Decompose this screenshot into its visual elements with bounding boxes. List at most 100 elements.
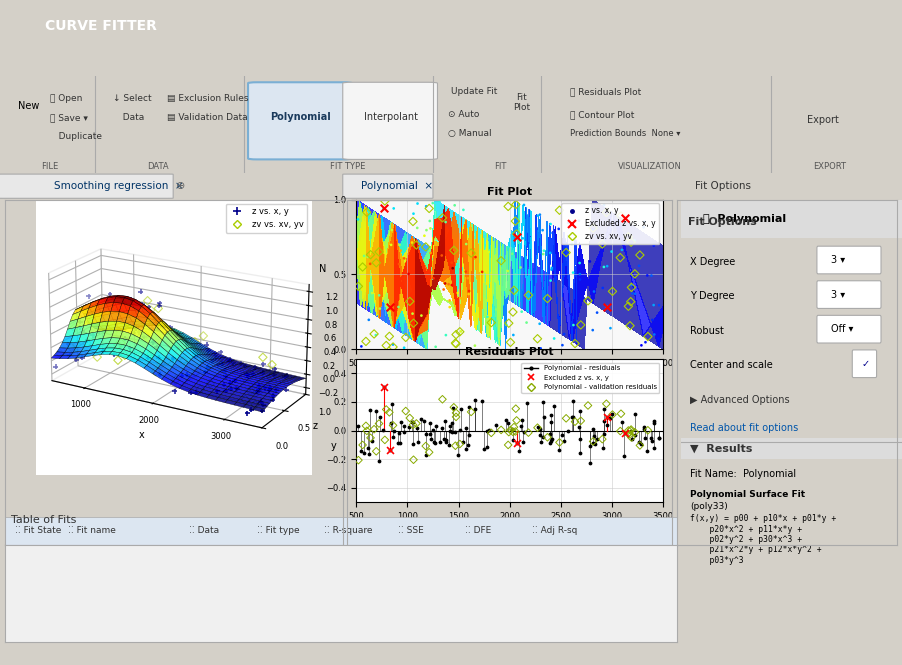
Text: ▼  Results: ▼ Results bbox=[690, 444, 752, 454]
Point bbox=[397, 342, 411, 353]
Point bbox=[561, 426, 575, 436]
Point bbox=[566, 320, 581, 331]
Point bbox=[419, 241, 433, 252]
Point bbox=[566, 412, 580, 422]
Y-axis label: z: z bbox=[313, 420, 318, 431]
Y-axis label: N: N bbox=[318, 264, 326, 274]
Point bbox=[410, 239, 424, 250]
Point bbox=[464, 248, 478, 259]
Point bbox=[585, 438, 600, 449]
Point bbox=[351, 214, 365, 225]
Point bbox=[367, 329, 382, 339]
Point bbox=[459, 444, 474, 455]
Y-axis label: y: y bbox=[331, 441, 336, 451]
Point bbox=[362, 448, 376, 459]
Point bbox=[382, 302, 397, 313]
Point bbox=[354, 446, 369, 456]
Text: VISUALIZATION: VISUALIZATION bbox=[618, 162, 681, 171]
Text: 3.6655: 3.6655 bbox=[398, 615, 431, 625]
Point bbox=[616, 450, 630, 461]
Point bbox=[581, 400, 595, 411]
Point bbox=[419, 450, 433, 460]
Point bbox=[386, 426, 400, 436]
Point bbox=[453, 327, 467, 337]
Point bbox=[402, 413, 417, 424]
Point bbox=[588, 438, 603, 449]
Point bbox=[401, 269, 416, 279]
Point bbox=[573, 406, 587, 416]
Point bbox=[530, 422, 545, 432]
Point bbox=[426, 424, 440, 435]
Point bbox=[405, 237, 419, 248]
Point bbox=[511, 231, 526, 242]
Point bbox=[391, 259, 406, 269]
Point bbox=[540, 293, 555, 304]
Point bbox=[597, 235, 612, 246]
Text: FIT: FIT bbox=[494, 162, 507, 171]
Point bbox=[624, 237, 639, 247]
Point bbox=[422, 215, 437, 226]
Point bbox=[517, 427, 531, 438]
Point bbox=[544, 264, 558, 275]
Point bbox=[378, 196, 392, 206]
Point bbox=[510, 438, 524, 449]
Point bbox=[419, 441, 433, 452]
Text: 📊 Residuals Plot: 📊 Residuals Plot bbox=[570, 87, 641, 96]
Text: Fit Options: Fit Options bbox=[687, 217, 757, 227]
Point bbox=[359, 420, 373, 431]
Point bbox=[624, 424, 639, 435]
Point bbox=[448, 338, 463, 348]
Point bbox=[600, 420, 614, 430]
Point bbox=[453, 293, 467, 303]
Point bbox=[647, 240, 661, 251]
Point bbox=[461, 273, 475, 283]
Point bbox=[446, 402, 461, 412]
Point bbox=[628, 430, 642, 440]
Point bbox=[438, 217, 453, 227]
Point bbox=[436, 213, 450, 223]
Text: Export: Export bbox=[807, 115, 839, 125]
Point bbox=[484, 428, 499, 438]
Point bbox=[543, 219, 557, 229]
Point bbox=[427, 437, 441, 448]
Point bbox=[423, 223, 437, 233]
Point bbox=[351, 455, 365, 465]
Point bbox=[399, 406, 413, 416]
Point bbox=[410, 223, 425, 233]
Point bbox=[386, 342, 400, 352]
Point bbox=[640, 331, 655, 342]
Point bbox=[532, 319, 547, 329]
Point bbox=[545, 263, 559, 273]
Point bbox=[428, 234, 443, 245]
Text: 0.76777: 0.76777 bbox=[532, 615, 572, 625]
Point bbox=[603, 323, 618, 333]
Point bbox=[590, 307, 604, 318]
Point bbox=[482, 424, 496, 435]
Point bbox=[397, 427, 411, 438]
Point bbox=[391, 438, 406, 448]
Text: Table of Fits: Table of Fits bbox=[11, 515, 77, 525]
Point bbox=[597, 261, 612, 272]
Point bbox=[647, 443, 661, 454]
Point bbox=[521, 290, 536, 301]
Point bbox=[454, 326, 468, 336]
Text: ⊕: ⊕ bbox=[176, 181, 185, 192]
Text: Fit Name:  Polynomial: Fit Name: Polynomial bbox=[690, 469, 796, 479]
Point bbox=[587, 431, 602, 442]
Point bbox=[628, 408, 642, 419]
Point bbox=[516, 437, 530, 448]
Point bbox=[587, 286, 602, 297]
Legend: Polynomial - residuals, Excluded z vs. x, y, Polynomial - validation residuals: Polynomial - residuals, Excluded z vs. x… bbox=[521, 362, 659, 393]
Point bbox=[369, 446, 383, 457]
Point bbox=[621, 425, 636, 436]
Title: Fit Plot: Fit Plot bbox=[487, 188, 532, 198]
Point bbox=[448, 440, 463, 451]
Point bbox=[508, 216, 522, 227]
X-axis label: x: x bbox=[139, 430, 144, 440]
FancyBboxPatch shape bbox=[817, 246, 881, 274]
Point bbox=[462, 289, 476, 299]
Point bbox=[428, 342, 443, 352]
Text: Center and scale: Center and scale bbox=[690, 360, 773, 370]
Point bbox=[652, 433, 667, 444]
Point bbox=[438, 435, 453, 446]
